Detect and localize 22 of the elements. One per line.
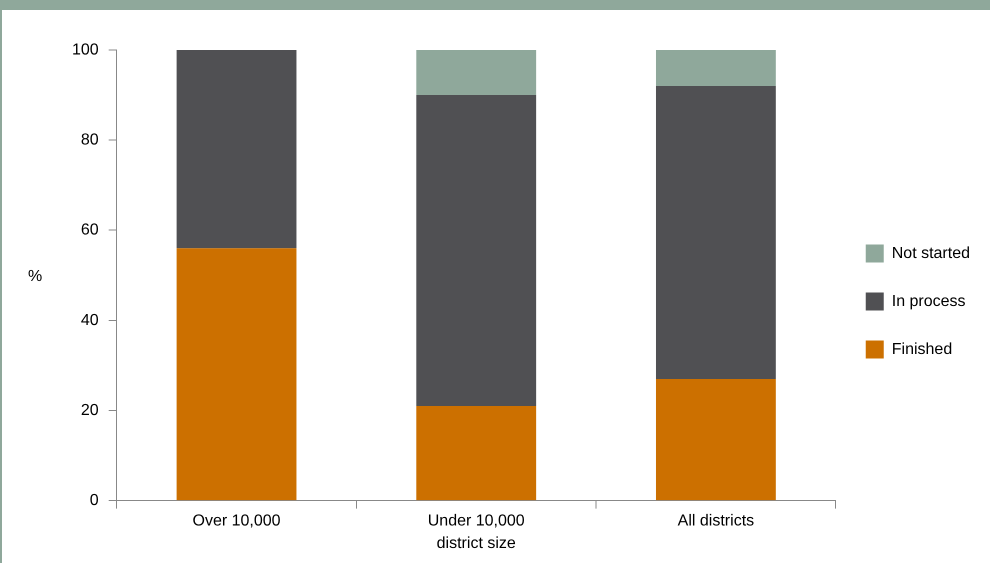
x-tick-label: Under 10,000 bbox=[428, 512, 525, 530]
y-axis-title: % bbox=[28, 268, 42, 286]
bar bbox=[176, 50, 296, 248]
bar bbox=[656, 86, 776, 379]
y-tick-label: 20 bbox=[80, 402, 99, 419]
bar bbox=[656, 378, 776, 500]
legend-label: Not started bbox=[892, 244, 970, 262]
y-tick-label: 80 bbox=[80, 132, 99, 149]
bar bbox=[416, 406, 536, 500]
y-tick-label: 0 bbox=[90, 492, 99, 510]
legend-label: In process bbox=[892, 292, 966, 310]
x-tick-label: All districts bbox=[678, 512, 754, 530]
bar bbox=[656, 50, 776, 86]
y-tick-label: 100 bbox=[72, 41, 99, 58]
bar bbox=[416, 95, 536, 406]
legend-label: Finished bbox=[892, 340, 952, 358]
y-tick-label: 60 bbox=[80, 222, 99, 239]
y-tick-label: 40 bbox=[80, 312, 99, 329]
x-tick-label: Over 10,000 bbox=[192, 512, 281, 530]
bar bbox=[416, 50, 536, 96]
x-axis-title: district size bbox=[436, 534, 516, 552]
bar bbox=[176, 248, 296, 500]
